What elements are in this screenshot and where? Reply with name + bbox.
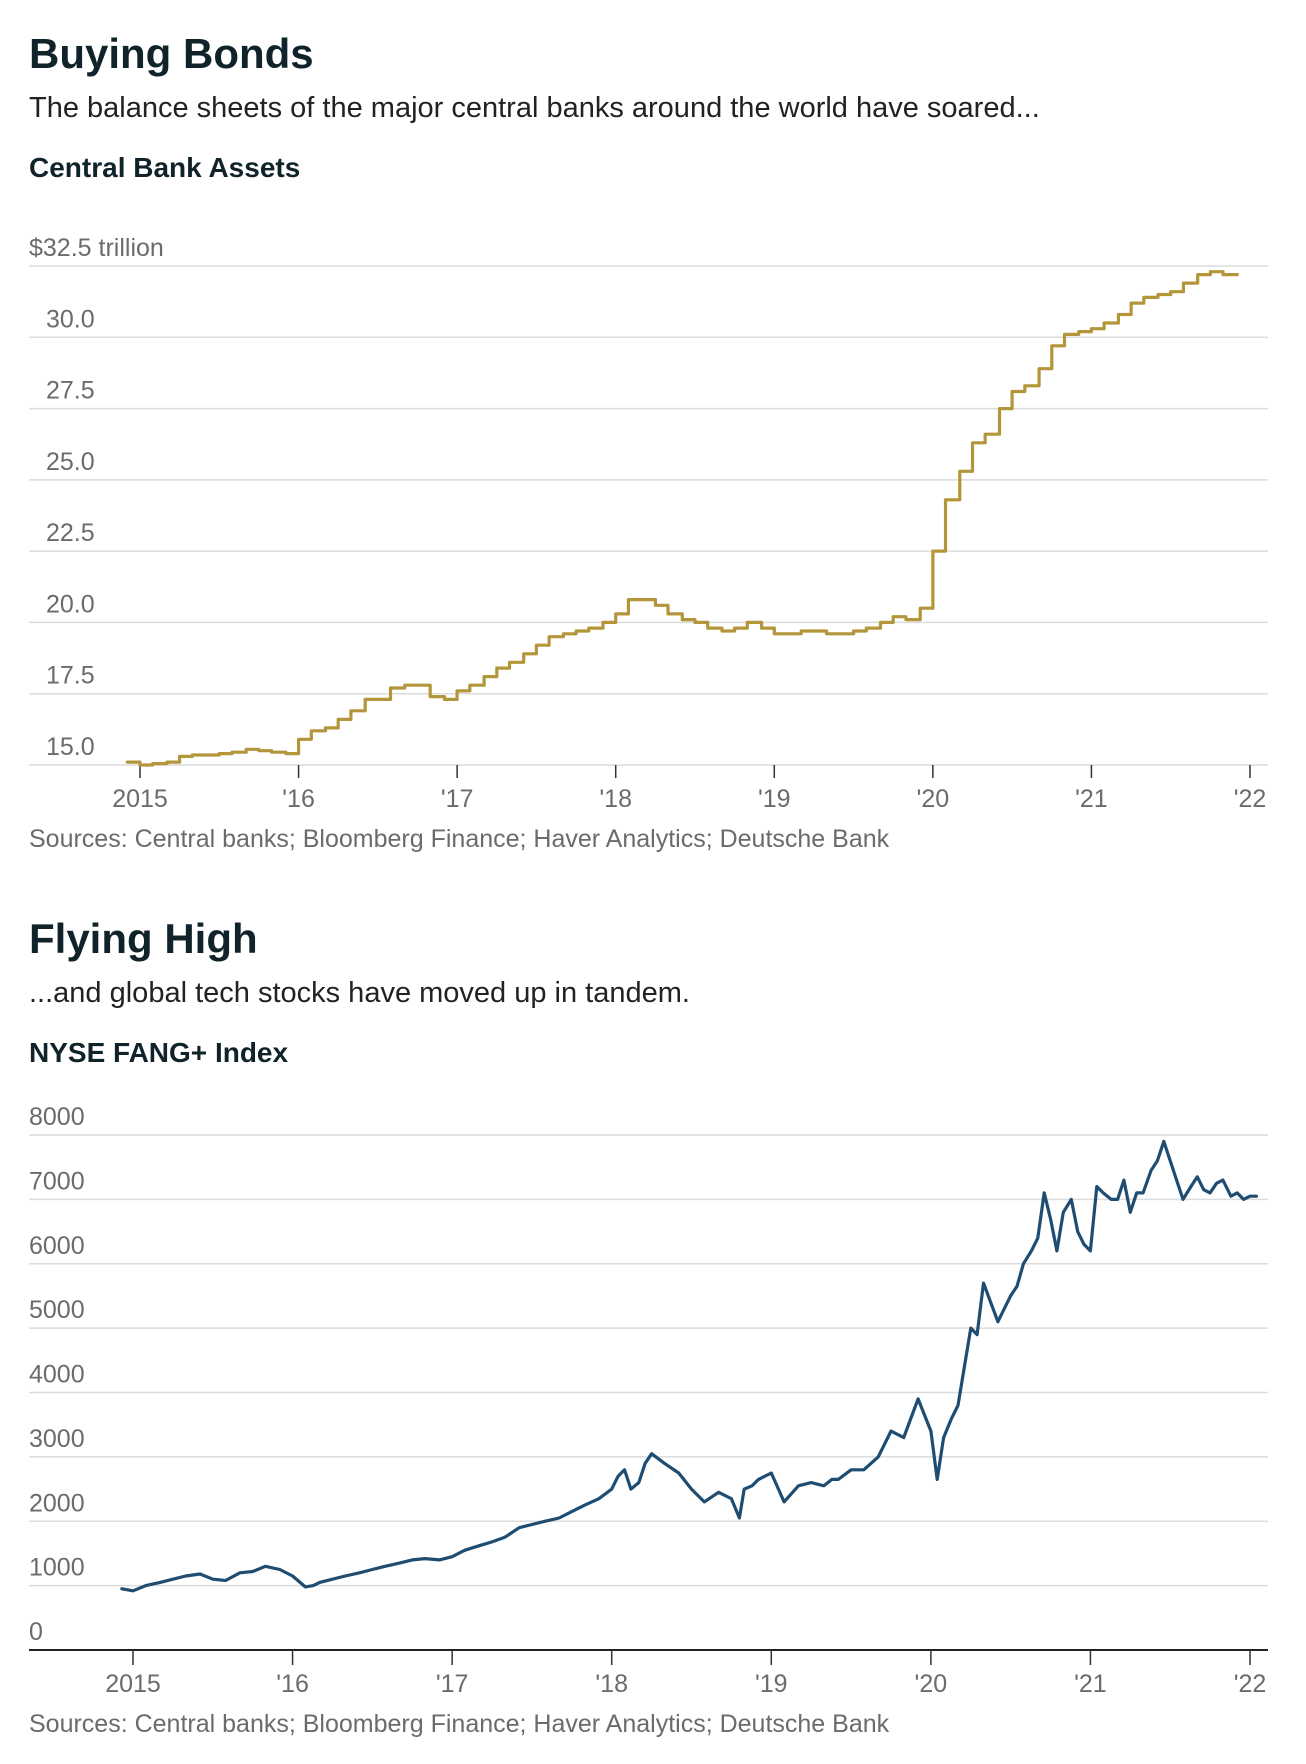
y-tick-label: 2000 xyxy=(29,1489,85,1517)
y-tick-label: 15.0 xyxy=(46,733,95,761)
chart-subtitle: ...and global tech stocks have moved up … xyxy=(29,977,690,1009)
x-tick-label: '18 xyxy=(599,785,632,813)
x-tick-label: '20 xyxy=(915,1670,948,1698)
x-tick-label: '22 xyxy=(1234,785,1267,813)
x-tick-label: '22 xyxy=(1234,1670,1267,1698)
series-title: Central Bank Assets xyxy=(29,152,301,183)
y-tick-label: 3000 xyxy=(29,1425,85,1453)
series-line xyxy=(125,270,1239,767)
y-tick-label: 4000 xyxy=(29,1361,85,1389)
chart-title: Buying Bonds xyxy=(29,30,314,77)
x-tick-label: '17 xyxy=(436,1670,469,1698)
plot-area: $32.5 trillion 30.0 27.5 25.0 22.5 20.0 17.5 15… xyxy=(29,234,1268,813)
y-tick-label: 8000 xyxy=(29,1103,85,1131)
source-note: Sources: Central banks; Bloomberg Financ… xyxy=(29,1710,890,1738)
chart-fang-index: Flying High ...and global tech stocks ha… xyxy=(0,885,1306,1764)
y-tick-label: 6000 xyxy=(29,1232,85,1260)
x-tick-label: '17 xyxy=(441,785,474,813)
chart-central-bank-assets: Buying Bonds The balance sheets of the m… xyxy=(0,0,1306,880)
x-tick-label: '21 xyxy=(1074,1670,1107,1698)
y-tick-label: 25.0 xyxy=(46,448,95,476)
source-note: Sources: Central banks; Bloomberg Financ… xyxy=(29,825,890,853)
x-tick-label: '19 xyxy=(755,1670,788,1698)
series-title: NYSE FANG+ Index xyxy=(29,1037,289,1068)
y-tick-label: 5000 xyxy=(29,1296,85,1324)
x-tick-label: 2015 xyxy=(105,1670,161,1698)
plot-area: 8000 7000 6000 5000 4000 3000 2000 1000 0 2015 '16… xyxy=(29,1103,1268,1698)
x-tick-label: 2015 xyxy=(112,785,168,813)
y-tick-label: $32.5 trillion xyxy=(29,234,164,262)
chart-subtitle: The balance sheets of the major central … xyxy=(29,92,1040,124)
y-tick-label: 17.5 xyxy=(46,662,95,690)
x-tick-label: '16 xyxy=(282,785,315,813)
y-tick-label: 30.0 xyxy=(46,305,95,333)
y-tick-label: 1000 xyxy=(29,1554,85,1582)
x-tick-label: '19 xyxy=(758,785,791,813)
y-tick-label: 7000 xyxy=(29,1167,85,1195)
chart-title: Flying High xyxy=(29,915,258,962)
x-tick-label: '18 xyxy=(595,1670,628,1698)
y-tick-label: 22.5 xyxy=(46,519,95,547)
y-tick-label: 0 xyxy=(29,1618,43,1646)
series-line xyxy=(120,1139,1258,1593)
x-tick-label: '21 xyxy=(1075,785,1108,813)
y-tick-label: 20.0 xyxy=(46,590,95,618)
y-tick-label: 27.5 xyxy=(46,377,95,405)
x-tick-label: '16 xyxy=(276,1670,309,1698)
x-tick-label: '20 xyxy=(917,785,950,813)
